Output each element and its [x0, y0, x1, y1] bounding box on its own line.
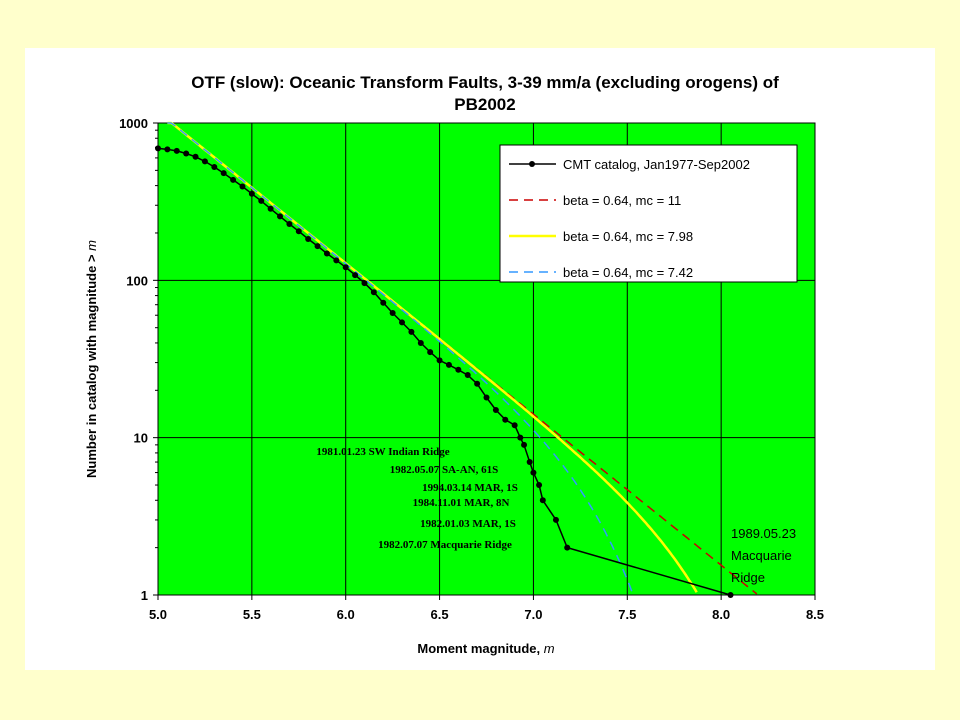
- catalog-marker: [258, 197, 265, 204]
- big-annotation-line3: Ridge: [731, 570, 765, 585]
- catalog-marker: [526, 459, 533, 466]
- catalog-marker: [727, 592, 734, 598]
- catalog-marker: [502, 416, 509, 423]
- catalog-marker: [286, 221, 293, 228]
- catalog-marker: [370, 289, 377, 296]
- catalog-marker: [164, 146, 171, 153]
- catalog-marker: [417, 339, 424, 346]
- catalog-marker: [192, 153, 199, 160]
- slide-panel: OTF (slow): Oceanic Transform Faults, 3-…: [25, 48, 935, 670]
- big-annotation: 1989.05.23 Macquarie Ridge: [731, 526, 796, 585]
- catalog-marker: [389, 309, 396, 316]
- catalog-marker: [248, 190, 255, 197]
- catalog-marker: [220, 170, 227, 177]
- legend-box: [499, 144, 798, 283]
- legend-label: beta = 0.64, mc = 7.98: [563, 229, 693, 244]
- event-annotation: 1982.01.03 MAR, 1S: [420, 518, 516, 530]
- catalog-marker: [436, 357, 443, 364]
- catalog-marker: [230, 176, 237, 183]
- catalog-series: [155, 145, 734, 598]
- y-tick-label: 100: [126, 273, 148, 288]
- chart-title-line2: PB2002: [454, 95, 515, 114]
- legend-label: beta = 0.64, mc = 7.42: [563, 265, 693, 280]
- legend-label: beta = 0.64, mc = 11: [563, 193, 681, 208]
- event-annotations: 1981.01.23 SW Indian Ridge 1982.05.07 SA-…: [316, 446, 518, 551]
- catalog-marker: [517, 434, 524, 441]
- legend-label: CMT catalog, Jan1977-Sep2002: [563, 157, 750, 172]
- catalog-marker: [155, 145, 161, 152]
- chart-svg: OTF (slow): Oceanic Transform Faults, 3-…: [84, 73, 824, 656]
- catalog-marker: [173, 147, 180, 154]
- model-curves: [167, 121, 758, 595]
- catalog-marker: [483, 394, 490, 401]
- catalog-marker: [277, 213, 284, 220]
- x-tick-label: 7.5: [618, 607, 636, 622]
- catalog-marker: [333, 257, 340, 264]
- catalog-marker: [267, 205, 274, 212]
- catalog-marker: [201, 158, 208, 165]
- x-tick-label: 6.5: [431, 607, 449, 622]
- event-annotation: 1981.01.23 SW Indian Ridge: [316, 446, 449, 458]
- y-axis-label: Number in catalog with magnitude > m: [84, 240, 99, 478]
- event-annotation: 1994.03.14 MAR, 1S: [422, 482, 518, 494]
- catalog-marker: [445, 361, 452, 368]
- catalog-marker: [361, 280, 368, 287]
- catalog-marker: [492, 406, 499, 413]
- catalog-marker: [464, 372, 471, 379]
- catalog-marker: [305, 236, 312, 243]
- x-axis-label: Moment magnitude, m: [417, 641, 554, 656]
- event-annotation: 1982.07.07 Macquarie Ridge: [378, 539, 512, 551]
- catalog-marker: [539, 497, 546, 504]
- model-curve-3: [167, 122, 634, 595]
- event-annotation: 1982.05.07 SA-AN, 61S: [390, 464, 498, 476]
- y-tick-label: 1: [141, 588, 148, 603]
- catalog-marker: [211, 164, 218, 171]
- legend-marker: [529, 161, 535, 167]
- catalog-marker: [521, 441, 528, 448]
- catalog-marker: [536, 482, 543, 489]
- big-annotation-line1: 1989.05.23: [731, 526, 796, 541]
- catalog-marker: [530, 469, 537, 476]
- y-axis-ticks: 1 10 100 1000: [119, 116, 158, 603]
- x-tick-label: 5.5: [243, 607, 261, 622]
- x-tick-label: 7.0: [524, 607, 542, 622]
- catalog-marker: [323, 250, 330, 257]
- x-tick-label: 8.5: [806, 607, 824, 622]
- catalog-marker: [455, 366, 462, 373]
- x-axis-ticks: 5.0 5.5 6.0 6.5 7.0 7.5 8.0 8.5: [149, 595, 824, 622]
- catalog-marker: [239, 183, 246, 190]
- catalog-marker: [183, 150, 190, 157]
- catalog-marker: [564, 544, 571, 551]
- catalog-marker: [342, 264, 349, 271]
- x-tick-label: 5.0: [149, 607, 167, 622]
- legend: CMT catalog, Jan1977-Sep2002 beta = 0.64,…: [499, 144, 798, 283]
- catalog-marker: [511, 422, 518, 429]
- y-tick-label: 1000: [119, 116, 148, 131]
- catalog-marker: [474, 380, 481, 387]
- chart-title-line1: OTF (slow): Oceanic Transform Faults, 3-…: [191, 73, 779, 92]
- big-annotation-line2: Macquarie: [731, 548, 792, 563]
- catalog-marker: [295, 228, 302, 235]
- catalog-marker: [408, 328, 415, 335]
- catalog-marker: [399, 319, 406, 326]
- catalog-marker: [314, 243, 321, 250]
- x-tick-label: 6.0: [337, 607, 355, 622]
- catalog-marker: [352, 272, 359, 279]
- catalog-marker: [552, 516, 559, 523]
- event-annotation: 1984.11.01 MAR, 8N: [413, 497, 510, 509]
- catalog-marker: [380, 299, 387, 306]
- x-tick-label: 8.0: [712, 607, 730, 622]
- y-tick-label: 10: [134, 431, 148, 446]
- catalog-marker: [427, 349, 434, 356]
